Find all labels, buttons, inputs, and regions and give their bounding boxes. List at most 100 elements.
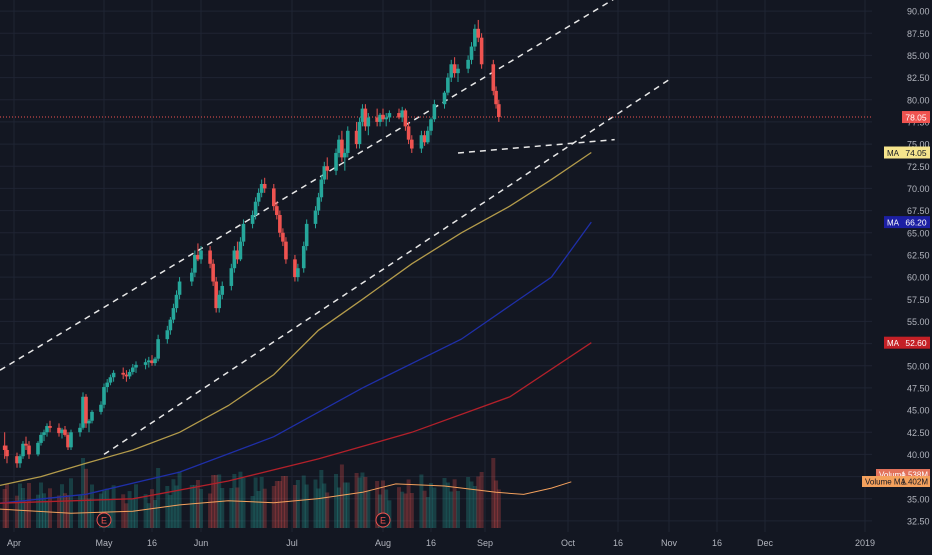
volume-bar bbox=[422, 490, 427, 528]
volume-ma-line bbox=[0, 481, 572, 514]
candle-body bbox=[466, 59, 470, 69]
volume-bar bbox=[90, 484, 94, 528]
volume-bar bbox=[250, 496, 255, 528]
candle-body bbox=[150, 360, 154, 364]
candle-body bbox=[15, 456, 19, 464]
candle-body bbox=[57, 427, 61, 434]
candle-body bbox=[177, 281, 182, 295]
volume-bar bbox=[292, 485, 297, 528]
y-axis-tick-label: 50.00 bbox=[907, 361, 930, 371]
candle-body bbox=[304, 223, 309, 247]
candle-body bbox=[102, 387, 106, 405]
volume-bar bbox=[363, 477, 368, 528]
candle-body bbox=[214, 281, 218, 309]
volume-bar bbox=[378, 494, 383, 528]
volume-bar bbox=[375, 481, 380, 528]
y-axis-tick-label: 40.00 bbox=[907, 450, 930, 460]
volume-bar bbox=[21, 488, 25, 528]
candle-body bbox=[63, 429, 67, 435]
candle-body bbox=[406, 126, 411, 140]
candle-body bbox=[313, 210, 318, 224]
volume-bar bbox=[102, 490, 106, 528]
volume-bar bbox=[60, 484, 64, 528]
volume-bar bbox=[304, 484, 309, 528]
volume-bar bbox=[130, 499, 135, 528]
volume-bar bbox=[66, 495, 70, 528]
candle-body bbox=[432, 104, 437, 120]
volume-bar bbox=[342, 482, 347, 528]
volume-bar bbox=[39, 482, 43, 528]
x-axis-tick-label: Nov bbox=[661, 538, 678, 548]
moving-average-line bbox=[0, 221, 592, 504]
candle-body bbox=[2, 445, 7, 450]
earnings-marker bbox=[96, 512, 112, 528]
x-axis-tick-label: Aug bbox=[375, 538, 391, 548]
candle-body bbox=[171, 308, 176, 320]
candle-body bbox=[66, 434, 70, 448]
candle-body bbox=[494, 90, 498, 105]
volume-bar bbox=[425, 497, 430, 528]
volume-bar bbox=[400, 491, 405, 528]
candle-body bbox=[497, 104, 501, 118]
candle-body bbox=[232, 250, 237, 269]
ma-tag-badge bbox=[884, 216, 902, 229]
volume-bar bbox=[241, 478, 246, 528]
volume-bar bbox=[84, 468, 88, 528]
candle-body bbox=[449, 64, 454, 78]
volume-bar bbox=[99, 493, 103, 528]
volume-bar bbox=[295, 480, 300, 528]
moving-average-line bbox=[0, 342, 592, 504]
volume-bar bbox=[449, 491, 454, 528]
volume-bar bbox=[238, 471, 243, 528]
candle-body bbox=[229, 268, 234, 286]
volume-bar bbox=[406, 479, 411, 528]
ma-tag-badge bbox=[884, 336, 902, 349]
candle-body bbox=[284, 241, 288, 260]
volume-bar bbox=[171, 479, 176, 528]
candle-body bbox=[105, 382, 109, 388]
candle-body bbox=[366, 117, 371, 127]
volume-bar bbox=[42, 493, 46, 528]
x-axis-tick-label: Dec bbox=[757, 538, 774, 548]
x-axis-tick-label: Jun bbox=[194, 538, 209, 548]
candle-body bbox=[340, 139, 344, 158]
candle-body bbox=[108, 377, 113, 383]
moving-average-line bbox=[0, 151, 592, 487]
volume-bar bbox=[2, 489, 7, 528]
volume-bar bbox=[274, 481, 279, 528]
volume-bar bbox=[143, 494, 148, 528]
last-price-badge bbox=[902, 111, 930, 124]
x-axis-tick-label: 2019 bbox=[855, 538, 875, 548]
volume-bar bbox=[87, 498, 91, 528]
y-axis-tick-label: 90.00 bbox=[907, 7, 930, 17]
volume-bar bbox=[189, 485, 194, 528]
y-axis-tick-label: 60.00 bbox=[907, 273, 930, 283]
volume-bar bbox=[69, 478, 73, 528]
candle-body bbox=[479, 37, 484, 65]
candle-body bbox=[190, 272, 194, 282]
volume-bar bbox=[494, 480, 499, 528]
volume-bar bbox=[174, 485, 179, 528]
candle-body bbox=[78, 427, 82, 433]
candle-body bbox=[238, 241, 243, 260]
candle-body bbox=[18, 456, 22, 464]
candle-body bbox=[220, 285, 225, 295]
candle-body bbox=[322, 166, 327, 180]
earnings-marker-label: E bbox=[380, 516, 386, 526]
y-axis-tick-label: 47.50 bbox=[907, 383, 930, 393]
earnings-marker-label: E bbox=[101, 516, 107, 526]
x-axis-tick-label: Oct bbox=[561, 538, 576, 548]
candle-body bbox=[21, 443, 25, 457]
candle-body bbox=[121, 372, 125, 375]
candle-body bbox=[90, 411, 94, 421]
candle-body bbox=[456, 68, 460, 74]
volume-bar bbox=[301, 475, 306, 528]
candle-body bbox=[403, 110, 408, 127]
volume-bar bbox=[199, 489, 203, 528]
x-axis-tick-label: 16 bbox=[712, 538, 722, 548]
volume-bar bbox=[442, 478, 447, 528]
volume-bar bbox=[360, 472, 365, 528]
